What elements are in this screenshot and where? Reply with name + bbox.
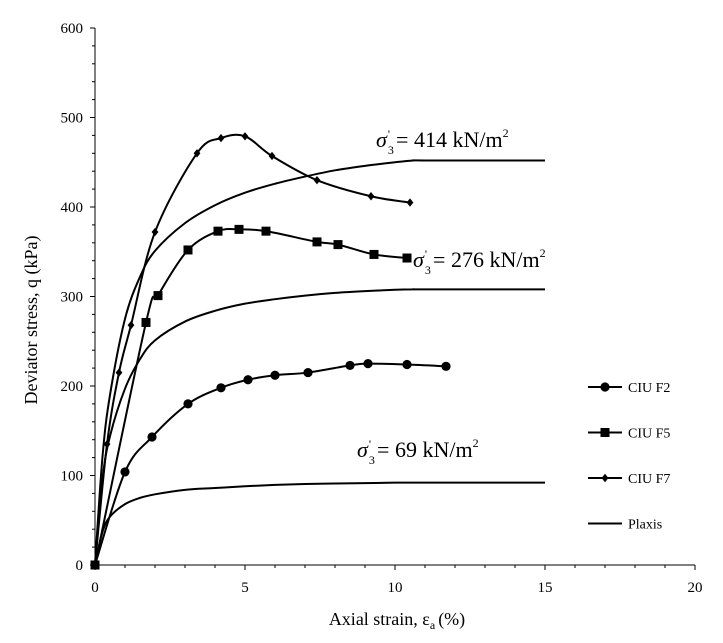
annotation-414-prime: ': [388, 127, 390, 141]
legend-label-plaxis: Plaxis: [628, 518, 662, 533]
legend-label-ciu-f5: CIU F5: [628, 427, 670, 442]
plot-area: [90, 132, 545, 570]
data-point-ciu-f5: [261, 226, 271, 236]
annotation-276-sub: 3: [425, 263, 431, 277]
y-tick-label: 500: [61, 111, 84, 127]
y-axis-title: Deviator stress, q (kPa): [21, 236, 42, 405]
data-point-ciu-f5: [234, 224, 244, 234]
annotation-276-prime: ': [425, 247, 427, 261]
annotation-69: σ3 ' = 69 kN/m2: [357, 436, 479, 467]
y-tick-label: 100: [61, 469, 84, 485]
y-tick-label: 0: [76, 558, 84, 574]
data-point-ciu-f7: [406, 198, 414, 207]
legend-label-ciu-f2: CIU F2: [628, 381, 670, 396]
data-point-ciu-f2: [363, 359, 373, 369]
annotation-414-exp: 2: [503, 126, 509, 140]
series-line-plaxis-5: [94, 159, 545, 566]
data-point-ciu-f2: [345, 360, 355, 371]
data-point-ciu-f5: [213, 226, 223, 236]
data-point-ciu-f7: [313, 175, 321, 185]
data-point-ciu-f5: [312, 237, 322, 247]
data-point-ciu-f2: [441, 361, 451, 371]
data-point-ciu-f5: [369, 249, 379, 259]
annotation-276-exp: 2: [540, 246, 546, 260]
data-point-ciu-f2: [402, 359, 412, 370]
legend-marker-ciu-f2: [600, 382, 610, 392]
series-line-ciu-f7-2: [94, 133, 411, 566]
data-point-ciu-f7: [217, 133, 225, 143]
x-axis-title-main: Axial strain, ε: [329, 609, 430, 629]
data-point-ciu-f2: [243, 375, 253, 385]
data-point-ciu-f2: [183, 399, 193, 409]
legend-marker-ciu-f7: [601, 473, 609, 483]
annotation-69-value: = 69 kN/m: [377, 437, 473, 462]
legend-label-ciu-f7: CIU F7: [628, 472, 670, 487]
data-point-ciu-f7: [367, 192, 375, 201]
series-line-plaxis-3: [94, 481, 545, 566]
annotation-276-sigma: σ: [413, 247, 425, 272]
x-tick-label: 20: [688, 580, 703, 596]
x-tick-label: 15: [538, 580, 553, 596]
x-tick-label: 0: [91, 580, 99, 596]
data-point-ciu-f2: [120, 467, 130, 477]
data-point-ciu-f2: [270, 370, 280, 380]
data-point-ciu-f5: [333, 240, 343, 250]
y-tick-label: 600: [61, 21, 84, 37]
data-point-ciu-f7: [151, 227, 159, 237]
y-tick-label: 300: [61, 290, 84, 306]
legend: CIU F2 CIU F5 CIU F7 Plaxis: [588, 381, 670, 533]
annotation-69-sigma: σ: [357, 437, 369, 462]
annotation-69-exp: 2: [473, 436, 479, 450]
annotation-414-sigma: σ: [376, 127, 388, 152]
data-point-ciu-f7: [127, 320, 135, 330]
annotation-276-value: = 276 kN/m: [433, 247, 540, 272]
annotation-414-sub: 3: [388, 143, 394, 157]
data-point-ciu-f5: [153, 291, 163, 301]
y-tick-label: 400: [61, 200, 84, 216]
annotation-69-prime: ': [369, 437, 371, 451]
data-point-ciu-f7: [115, 368, 123, 377]
series-line-plaxis-4: [94, 288, 545, 566]
data-point-ciu-f2: [303, 367, 313, 378]
annotation-276: σ3 ' = 276 kN/m2: [413, 246, 546, 277]
x-axis-title-sub: a: [430, 618, 436, 632]
annotation-414-value: = 414 kN/m: [396, 127, 503, 152]
data-point-ciu-f5: [183, 245, 193, 255]
axes: 0 100 200 300 400 500 600 0 5 10 15 20: [61, 21, 703, 596]
annotation-414: σ3 ' = 414 kN/m2: [376, 126, 509, 157]
x-axis-title: Axial strain, εa (%): [329, 609, 465, 632]
data-point-ciu-f7: [193, 149, 201, 158]
legend-marker-ciu-f5: [600, 428, 610, 437]
annotation-69-sub: 3: [369, 453, 375, 467]
data-point-ciu-f2: [216, 383, 226, 393]
data-point-ciu-f5: [402, 253, 412, 263]
data-point-ciu-f5: [141, 317, 151, 327]
data-point-ciu-f2: [147, 432, 157, 442]
series-line-ciu-f2-0: [94, 362, 447, 566]
data-point-ciu-f7: [268, 151, 276, 161]
x-axis-title-unit: (%): [438, 609, 465, 630]
y-tick-label: 200: [61, 379, 84, 395]
data-point-ciu-f7: [241, 132, 249, 141]
x-tick-label: 10: [388, 580, 403, 596]
x-tick-label: 5: [241, 580, 249, 596]
